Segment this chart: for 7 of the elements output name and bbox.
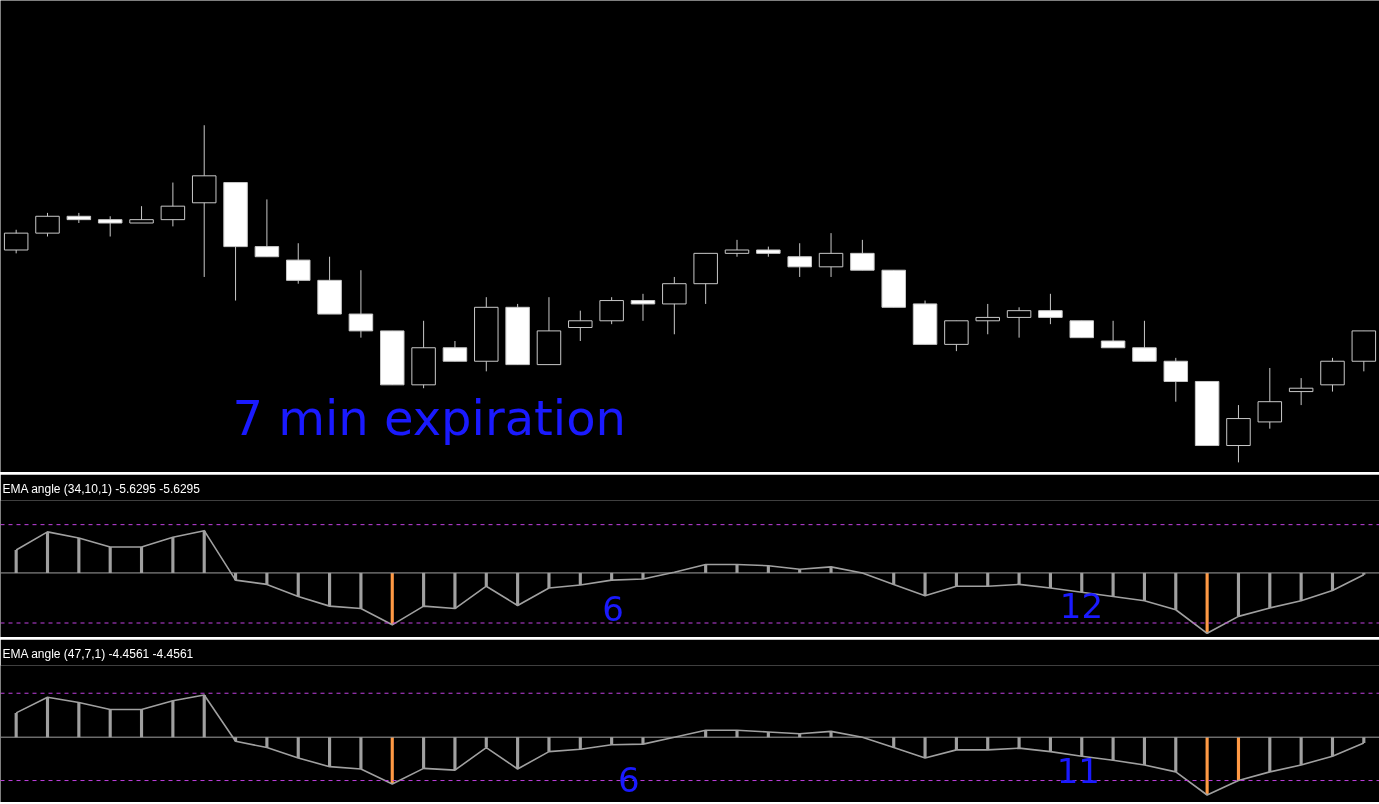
chart-title: EMA angle (47,7,1) -4.4561 -4.4561 [2,646,194,661]
annotation: 6 [617,760,640,801]
annotation: 6 [602,589,624,630]
annotation: 11 [1056,751,1100,792]
annotation: 12 [1059,586,1104,627]
chart-title: EMA angle (34,10,1) -5.6295 -5.6295 [2,481,201,496]
annotation: 7 min expiration [232,389,626,446]
